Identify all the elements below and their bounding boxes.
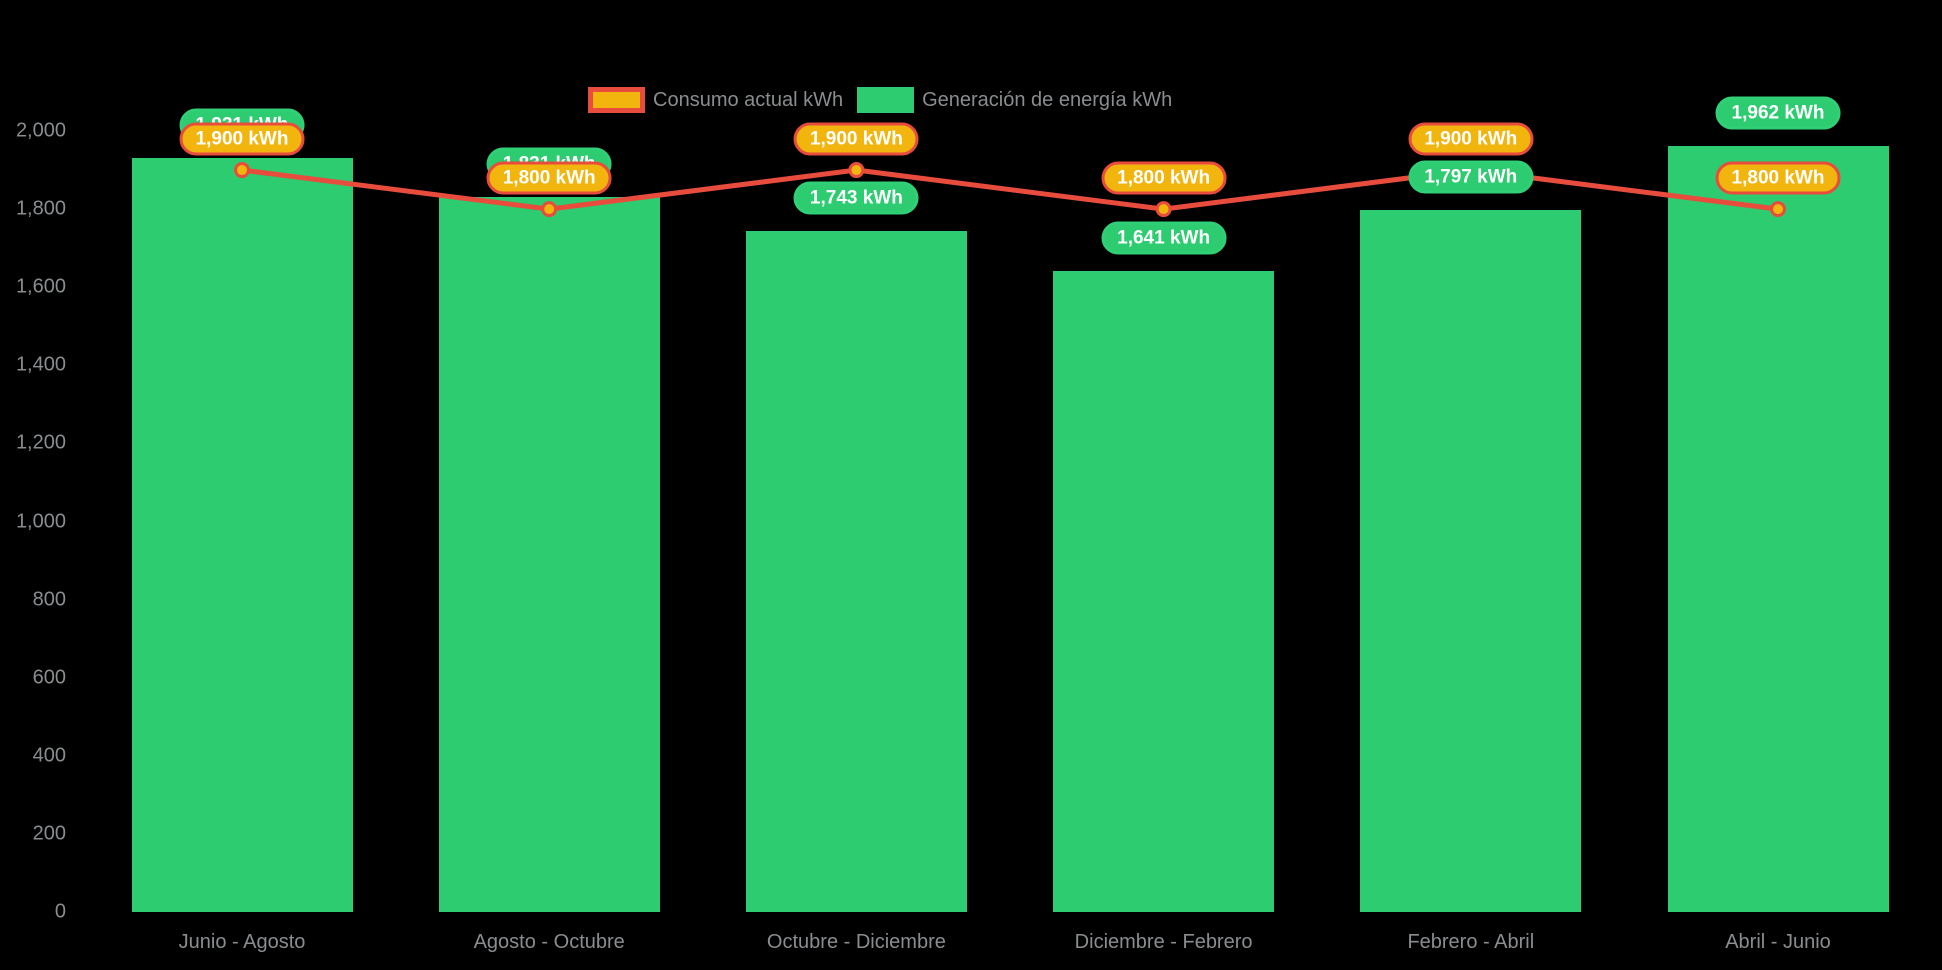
x-axis-category-label: Febrero - Abril — [1407, 931, 1535, 953]
legend-item-consumo[interactable]: Consumo actual kWh — [588, 87, 843, 113]
data-label-consumo: 1,800 kWh — [1101, 161, 1227, 195]
data-label-generacion: 1,743 kWh — [793, 181, 919, 215]
data-label-consumo: 1,900 kWh — [793, 122, 919, 156]
data-label-generacion: 1,962 kWh — [1715, 96, 1841, 130]
legend-item-generacion[interactable]: Generación de energía kWh — [857, 87, 1172, 113]
bar-generacion[interactable] — [1667, 145, 1889, 912]
bar-generacion[interactable] — [438, 196, 660, 912]
legend-label-generacion: Generación de energía kWh — [922, 88, 1173, 111]
y-axis-tick-label: 400 — [32, 744, 66, 767]
consumo-line-point[interactable] — [1155, 201, 1172, 218]
x-axis-category-label: Diciembre - Febrero — [1074, 931, 1253, 953]
legend-label-consumo: Consumo actual kWh — [653, 88, 844, 111]
x-axis-category-label: Octubre - Diciembre — [766, 931, 946, 953]
x-axis-category-label: Agosto - Octubre — [473, 931, 625, 953]
data-label-generacion: 1,641 kWh — [1101, 221, 1227, 255]
y-axis-tick-label: 2,000 — [15, 119, 66, 142]
consumo-line-point[interactable] — [848, 162, 865, 179]
data-label-generacion: 1,797 kWh — [1408, 160, 1534, 194]
y-axis-tick-label: 200 — [32, 822, 66, 845]
data-label-consumo: 1,800 kWh — [1715, 161, 1841, 195]
legend-swatch-generacion-icon — [857, 87, 915, 113]
x-axis-category-label: Junio - Agosto — [178, 931, 306, 953]
legend-swatch-consumo-icon — [588, 87, 645, 113]
data-label-consumo: 1,900 kWh — [179, 122, 305, 156]
y-axis-tick-label: 1,600 — [15, 275, 66, 298]
consumo-line-point[interactable] — [234, 162, 250, 179]
consumo-line-point[interactable] — [541, 201, 558, 218]
y-axis-tick-label: 600 — [32, 666, 66, 689]
bar-generacion[interactable] — [1360, 210, 1582, 912]
consumo-line[interactable] — [241, 167, 1779, 212]
y-axis-tick-label: 1,200 — [15, 431, 66, 454]
y-axis-tick-label: 1,800 — [15, 197, 66, 220]
y-axis-tick-label: 0 — [54, 900, 66, 923]
bar-generacion[interactable] — [745, 231, 967, 912]
chart-legend: Consumo actual kWh Generación de energía… — [588, 87, 1172, 113]
bar-generacion[interactable] — [1053, 271, 1275, 912]
y-axis-tick-label: 800 — [32, 588, 66, 611]
data-label-consumo: 1,800 kWh — [486, 161, 612, 195]
y-axis-tick-label: 1,400 — [15, 353, 66, 376]
data-label-consumo: 1,900 kWh — [1408, 122, 1534, 156]
y-axis-tick-label: 1,000 — [15, 510, 66, 532]
consumo-line-point[interactable] — [1770, 201, 1786, 218]
x-axis-category-label: Abril - Junio — [1725, 931, 1831, 953]
bar-generacion[interactable] — [131, 157, 353, 912]
